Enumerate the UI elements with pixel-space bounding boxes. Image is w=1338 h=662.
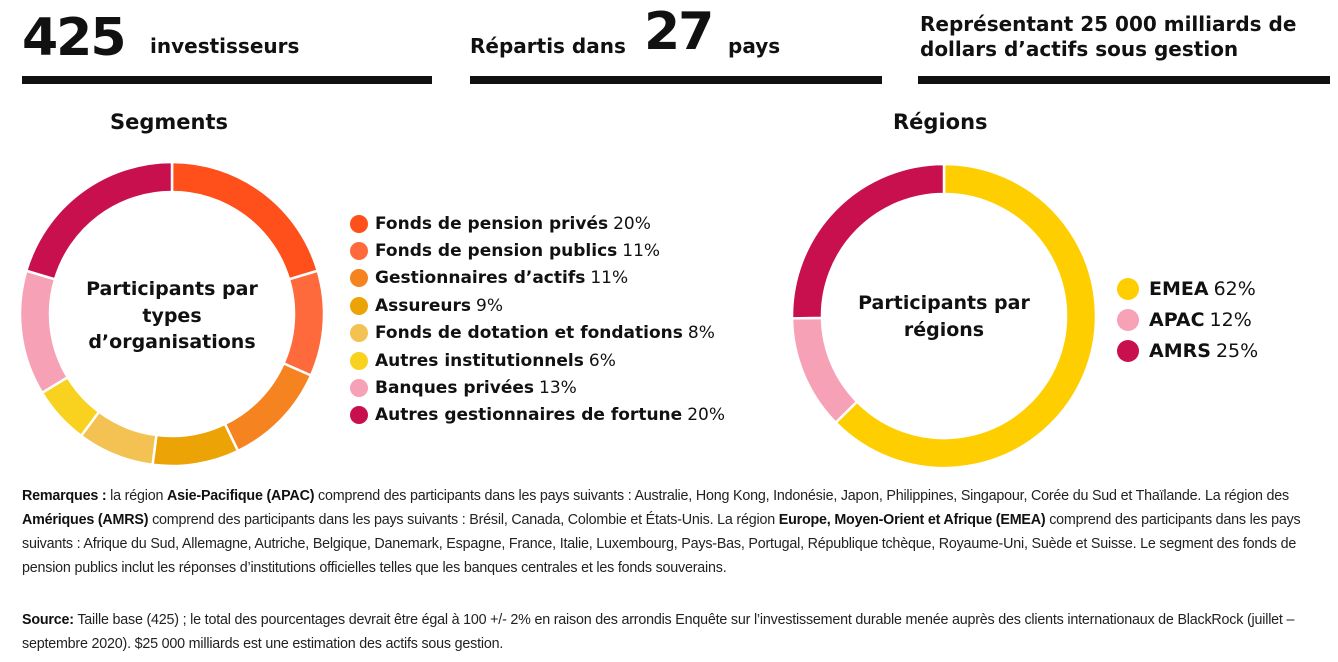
legend-dot-icon (350, 351, 368, 370)
regions-center-label: Participants par régions (832, 290, 1056, 343)
regions-legend: EMEA 62% APAC 12% AMRS 25% (1117, 273, 1258, 366)
legend-label: Gestionnaires d’actifs (375, 268, 586, 289)
regions-donut-chart (790, 162, 1098, 470)
legend-dot-icon (350, 379, 368, 398)
legend-dot-icon (1117, 277, 1139, 300)
stat-investors: 425 investisseurs (22, 0, 432, 84)
countries-prefix: Répartis dans (470, 34, 626, 58)
remarks-note: Remarques : la région Asie-Pacifique (AP… (22, 484, 1322, 580)
legend-item-apac: APAC 12% (1117, 304, 1258, 335)
legend-label: Fonds de dotation et fondations (375, 323, 683, 344)
donut-slice-autres-gestionnaires-de-fortune (24, 160, 174, 281)
investors-label: investisseurs (150, 34, 300, 58)
donut-slice-fonds-de-pension-prives (170, 160, 320, 281)
legend-dot-icon (350, 214, 368, 233)
segments-center-line-1: Participants par (86, 278, 258, 300)
regions-center-line-2: régions (903, 318, 985, 341)
donut-slice-amrs (790, 162, 946, 320)
legend-label: APAC (1149, 308, 1205, 331)
legend-label: Autres institutionnels (375, 350, 584, 371)
regions-center-line-1: Participants par (858, 292, 1030, 314)
legend-value: 11% (590, 268, 629, 289)
stat-assets: Représentant 25 000 milliards de dollars… (918, 0, 1330, 84)
legend-value: 25% (1215, 339, 1259, 362)
legend-value: 20% (687, 405, 725, 426)
legend-label: Fonds de pension privés (375, 213, 609, 234)
donut-slice-assureurs (151, 422, 240, 468)
legend-item-amrs: AMRS 25% (1117, 335, 1258, 366)
segments-title: Segments (110, 110, 229, 134)
stat-countries: Répartis dans 27 pays (470, 0, 882, 84)
legend-dot-icon (350, 269, 368, 288)
legend-value: 9% (476, 295, 503, 316)
legend-item-fonds-de-pension-publics: Fonds de pension publics 11% (350, 237, 725, 264)
legend-value: 8% (687, 323, 715, 344)
donut-slice-gestionnaires-d-actifs (223, 361, 313, 453)
legend-item-assureurs: Assureurs 9% (350, 292, 725, 319)
legend-item-fonds-de-dotation-et-fondations: Fonds de dotation et fondations 8% (350, 320, 725, 347)
remarks-apac: Asie-Pacifique (APAC) (167, 488, 315, 504)
segments-center-line-2: types (142, 304, 202, 327)
legend-item-fonds-de-pension-prives: Fonds de pension privés 20% (350, 210, 725, 237)
donut-slice-fonds-de-pension-publics (281, 269, 326, 378)
regions-title: Régions (893, 110, 988, 134)
donut-slice-emea (833, 162, 1098, 470)
legend-value: 12% (1209, 308, 1252, 331)
legend-item-banques-privees: Banques privées 13% (350, 374, 725, 401)
legend-dot-icon (350, 296, 368, 315)
legend-label: Autres gestionnaires de fortune (375, 405, 683, 426)
segments-center-line-3: d’organisations (88, 331, 256, 354)
segments-center-label: Participants par types d’organisations (60, 276, 284, 356)
assets-line-1: Représentant 25 000 milliards de (920, 12, 1297, 36)
countries-count: 27 (644, 2, 714, 62)
legend-dot-icon (1117, 308, 1139, 331)
legend-value: 11% (622, 241, 661, 262)
legend-item-emea: EMEA 62% (1117, 273, 1258, 304)
remarks-text-2: comprend des participants dans les pays … (314, 488, 1289, 504)
legend-dot-icon (350, 406, 368, 425)
remarks-label: Remarques : (22, 488, 107, 504)
legend-label: Fonds de pension publics (375, 241, 618, 262)
legend-item-autres-institutionnels: Autres institutionnels 6% (350, 347, 725, 374)
legend-label: EMEA (1149, 277, 1209, 300)
investors-count: 425 (22, 8, 127, 68)
remarks-amrs: Amériques (AMRS) (22, 512, 149, 528)
source-label: Source: (22, 612, 74, 628)
remarks-emea: Europe, Moyen-Orient et Afrique (EMEA) (778, 512, 1046, 528)
remarks-text-3: comprend des participants dans les pays … (148, 512, 779, 528)
legend-item-gestionnaires-d-actifs: Gestionnaires d’actifs 11% (350, 265, 725, 292)
legend-dot-icon (1117, 339, 1139, 362)
segments-donut-chart (18, 160, 326, 468)
source-note: Source: Taille base (425) ; le total des… (22, 608, 1322, 656)
remarks-text-4: comprend des participants dans les pays … (22, 512, 1301, 576)
countries-suffix: pays (728, 34, 781, 58)
source-text: Taille base (425) ; le total des pourcen… (22, 612, 1295, 652)
legend-value: 20% (613, 213, 651, 234)
segments-legend: Fonds de pension privés 20% Fonds de pensi… (350, 210, 725, 429)
legend-label: Banques privées (375, 378, 535, 399)
legend-dot-icon (350, 324, 368, 343)
legend-label: Assureurs (375, 295, 472, 316)
assets-label: Représentant 25 000 milliards de dollars… (920, 12, 1296, 62)
legend-value: 62% (1213, 277, 1256, 300)
assets-line-2: dollars d’actifs sous gestion (920, 37, 1239, 61)
legend-label: AMRS (1149, 339, 1211, 362)
remarks-text-1: la région (106, 488, 167, 504)
legend-value: 6% (588, 350, 616, 371)
legend-item-autres-gestionnaires-de-fortune: Autres gestionnaires de fortune 20% (350, 402, 725, 429)
legend-value: 13% (539, 378, 577, 399)
legend-dot-icon (350, 242, 368, 261)
